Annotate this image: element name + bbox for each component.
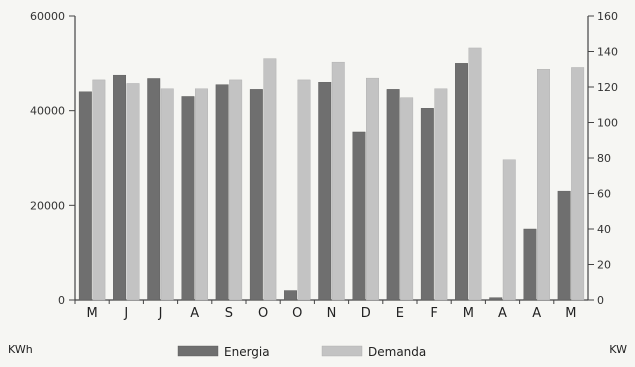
x-axis-category-label: O bbox=[258, 306, 268, 321]
bar-energia bbox=[386, 89, 400, 301]
bar-energia bbox=[523, 228, 537, 301]
bar-demanda bbox=[331, 61, 345, 301]
left-axis-tick-label: 60000 bbox=[30, 10, 65, 23]
bar-demanda bbox=[537, 69, 550, 301]
legend-swatch-demanda bbox=[321, 345, 363, 357]
bar-demanda bbox=[502, 159, 516, 301]
bar-energia bbox=[78, 91, 92, 301]
x-axis-category-label: M bbox=[86, 306, 97, 321]
x-axis-category-label: J bbox=[123, 306, 128, 321]
bar-energia bbox=[284, 290, 297, 301]
right-axis-tick-label: 40 bbox=[597, 223, 611, 236]
left-axis-tick-label: 40000 bbox=[30, 105, 65, 118]
bar-demanda bbox=[297, 79, 311, 301]
right-axis-tick-label: 120 bbox=[597, 81, 618, 94]
x-axis-category-label: A bbox=[190, 306, 199, 321]
right-axis-tick-label: 80 bbox=[597, 152, 611, 165]
right-axis-tick-label: 160 bbox=[597, 10, 618, 23]
left-axis-unit-label: KWh bbox=[8, 343, 33, 356]
right-axis-unit-label: KW bbox=[609, 343, 627, 356]
bar-energia bbox=[352, 131, 366, 301]
right-axis-tick-label: 0 bbox=[597, 294, 604, 307]
bar-demanda bbox=[434, 88, 448, 301]
right-axis-tick-label: 60 bbox=[597, 188, 611, 201]
bar-demanda bbox=[92, 79, 106, 301]
right-axis-tick-label: 100 bbox=[597, 117, 618, 130]
left-axis-tick-label: 20000 bbox=[30, 199, 65, 212]
legend-swatch-energia bbox=[177, 345, 219, 357]
x-axis-category-label: A bbox=[498, 306, 507, 321]
bar-energia bbox=[113, 74, 127, 301]
x-axis-category-label: F bbox=[430, 306, 437, 321]
legend-label-demanda: Demanda bbox=[368, 345, 426, 359]
legend-label-energia: Energia bbox=[224, 345, 270, 359]
bar-energia bbox=[181, 96, 195, 301]
bar-energia bbox=[489, 297, 503, 301]
bar-energia bbox=[215, 84, 229, 301]
bar-demanda bbox=[400, 97, 414, 301]
x-axis-category-label: N bbox=[327, 306, 337, 321]
right-axis-tick-label: 140 bbox=[597, 46, 618, 59]
x-axis-category-label: J bbox=[158, 306, 163, 321]
bar-energia bbox=[557, 190, 571, 301]
bar-demanda bbox=[468, 47, 482, 301]
bar-energia bbox=[249, 89, 263, 301]
x-axis-category-label: E bbox=[396, 306, 404, 321]
bar-energia bbox=[318, 82, 332, 301]
bar-demanda bbox=[263, 58, 277, 301]
left-axis-tick-label: 0 bbox=[58, 294, 65, 307]
bar-energia bbox=[147, 78, 161, 301]
bar-demanda bbox=[160, 88, 174, 301]
x-axis-category-label: O bbox=[292, 306, 302, 321]
bar-demanda bbox=[194, 88, 208, 301]
x-axis-category-label: M bbox=[463, 306, 474, 321]
x-axis-category-label: M bbox=[565, 306, 576, 321]
bar-energia bbox=[420, 108, 434, 301]
bar-demanda bbox=[229, 79, 243, 301]
bar-demanda bbox=[126, 83, 140, 301]
bar-demanda bbox=[366, 77, 379, 301]
right-axis-tick-label: 20 bbox=[597, 259, 611, 272]
x-axis-category-label: D bbox=[361, 306, 371, 321]
bar-demanda bbox=[571, 67, 585, 301]
x-axis-category-label: S bbox=[225, 306, 233, 321]
bar-energia bbox=[455, 63, 468, 301]
x-axis-category-label: A bbox=[532, 306, 541, 321]
